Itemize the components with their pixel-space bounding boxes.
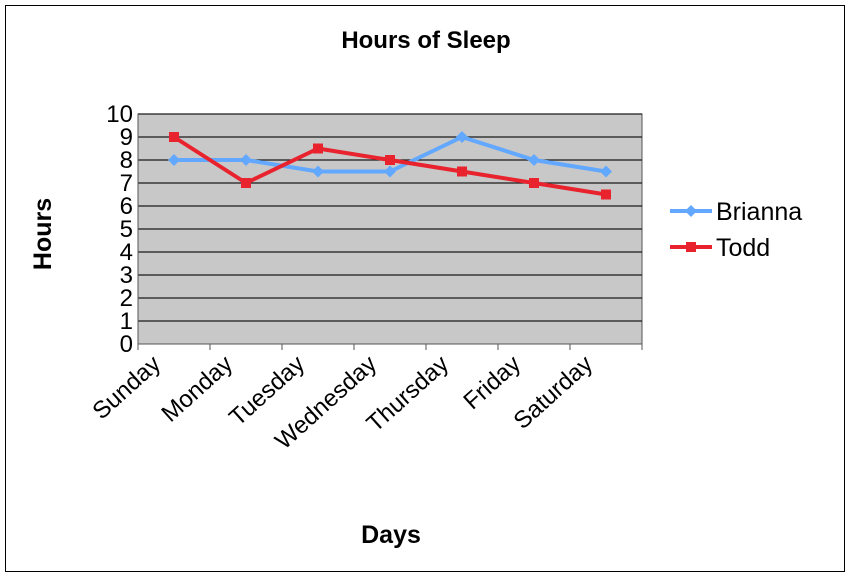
- data-point: [600, 165, 612, 178]
- data-point: [529, 178, 539, 188]
- data-point: [241, 178, 251, 188]
- legend-label: Todd: [716, 234, 770, 262]
- data-point: [169, 132, 179, 142]
- data-point: [385, 155, 395, 165]
- data-point: [601, 189, 611, 200]
- x-tick-label: Monday: [156, 350, 238, 427]
- data-point: [168, 154, 180, 166]
- legend-label: Brianna: [716, 198, 802, 226]
- y-tick-label: 6: [120, 193, 133, 220]
- y-tick-label: 9: [120, 124, 133, 151]
- data-point: [528, 154, 540, 166]
- y-tick-label: 4: [120, 239, 133, 266]
- x-tick-label: Friday: [458, 350, 526, 415]
- y-tick-label: 1: [120, 308, 133, 335]
- x-tick-label: Sunday: [87, 350, 166, 425]
- data-point: [240, 154, 252, 166]
- legend-marker: [685, 205, 697, 217]
- chart-frame: Hours of Sleep Sunday Monday Tuesday Wednes…: [5, 5, 845, 572]
- y-tick-label: 7: [120, 170, 133, 197]
- y-tick-label: 5: [120, 216, 133, 243]
- x-axis-title: Days: [361, 521, 421, 549]
- data-point: [457, 166, 467, 177]
- x-tick-label: Saturday: [509, 350, 598, 434]
- y-tick-label: 8: [120, 147, 133, 174]
- grid-lines: [138, 113, 642, 322]
- legend-item: Brianna: [670, 198, 802, 226]
- data-point: [384, 165, 396, 178]
- y-tick-label: 2: [120, 285, 133, 312]
- series-brianna: [168, 131, 612, 178]
- y-tick-label: 0: [120, 331, 133, 358]
- legend-item: Todd: [670, 234, 770, 262]
- series-layer: [168, 131, 612, 200]
- chart-title: Hours of Sleep: [341, 27, 510, 54]
- data-point: [312, 165, 324, 178]
- y-tick-label: 3: [120, 262, 133, 289]
- legend: Brianna Todd: [670, 198, 802, 262]
- y-axis-title: Hours: [29, 198, 57, 270]
- data-point: [313, 143, 323, 154]
- legend-marker: [686, 242, 696, 252]
- series-todd: [169, 132, 611, 200]
- y-tick-label: 10: [106, 101, 133, 128]
- data-point: [456, 131, 468, 143]
- line-chart: Hours of Sleep SundayMondayTuesdayWednes…: [29, 27, 802, 549]
